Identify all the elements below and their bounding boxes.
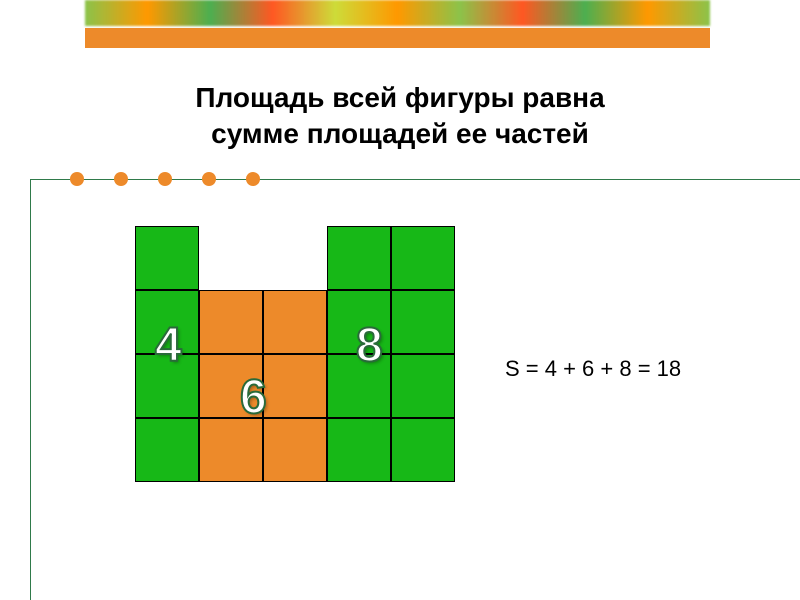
grid-cell <box>135 418 199 482</box>
grid-cell <box>263 226 327 290</box>
top-banner <box>85 0 710 50</box>
label-8: 8 <box>356 318 383 373</box>
rule-vertical <box>30 179 31 600</box>
label-6: 6 <box>240 370 267 425</box>
area-formula: S = 4 + 6 + 8 = 18 <box>505 356 681 382</box>
grid-cell <box>135 226 199 290</box>
dot <box>70 172 84 186</box>
dot <box>246 172 260 186</box>
label-4: 4 <box>155 318 182 373</box>
grid-cell <box>199 226 263 290</box>
dot <box>158 172 172 186</box>
banner-pattern <box>85 0 710 26</box>
grid-cell <box>391 418 455 482</box>
grid-cell <box>263 354 327 418</box>
grid-cell <box>391 290 455 354</box>
grid-cell <box>263 418 327 482</box>
grid-cell <box>391 354 455 418</box>
title-line-1: Площадь всей фигуры равна <box>195 82 604 113</box>
dot <box>114 172 128 186</box>
title-line-2: сумме площадей ее частей <box>211 118 589 149</box>
shape-grid <box>135 226 455 482</box>
grid-cell <box>327 418 391 482</box>
dot <box>202 172 216 186</box>
decorative-dots <box>70 172 260 186</box>
grid-cell <box>199 418 263 482</box>
grid-cell <box>199 290 263 354</box>
grid-cell <box>391 226 455 290</box>
grid-cell <box>263 290 327 354</box>
page-title: Площадь всей фигуры равна сумме площадей… <box>0 80 800 153</box>
banner-accent <box>85 26 710 48</box>
grid-cell <box>327 226 391 290</box>
